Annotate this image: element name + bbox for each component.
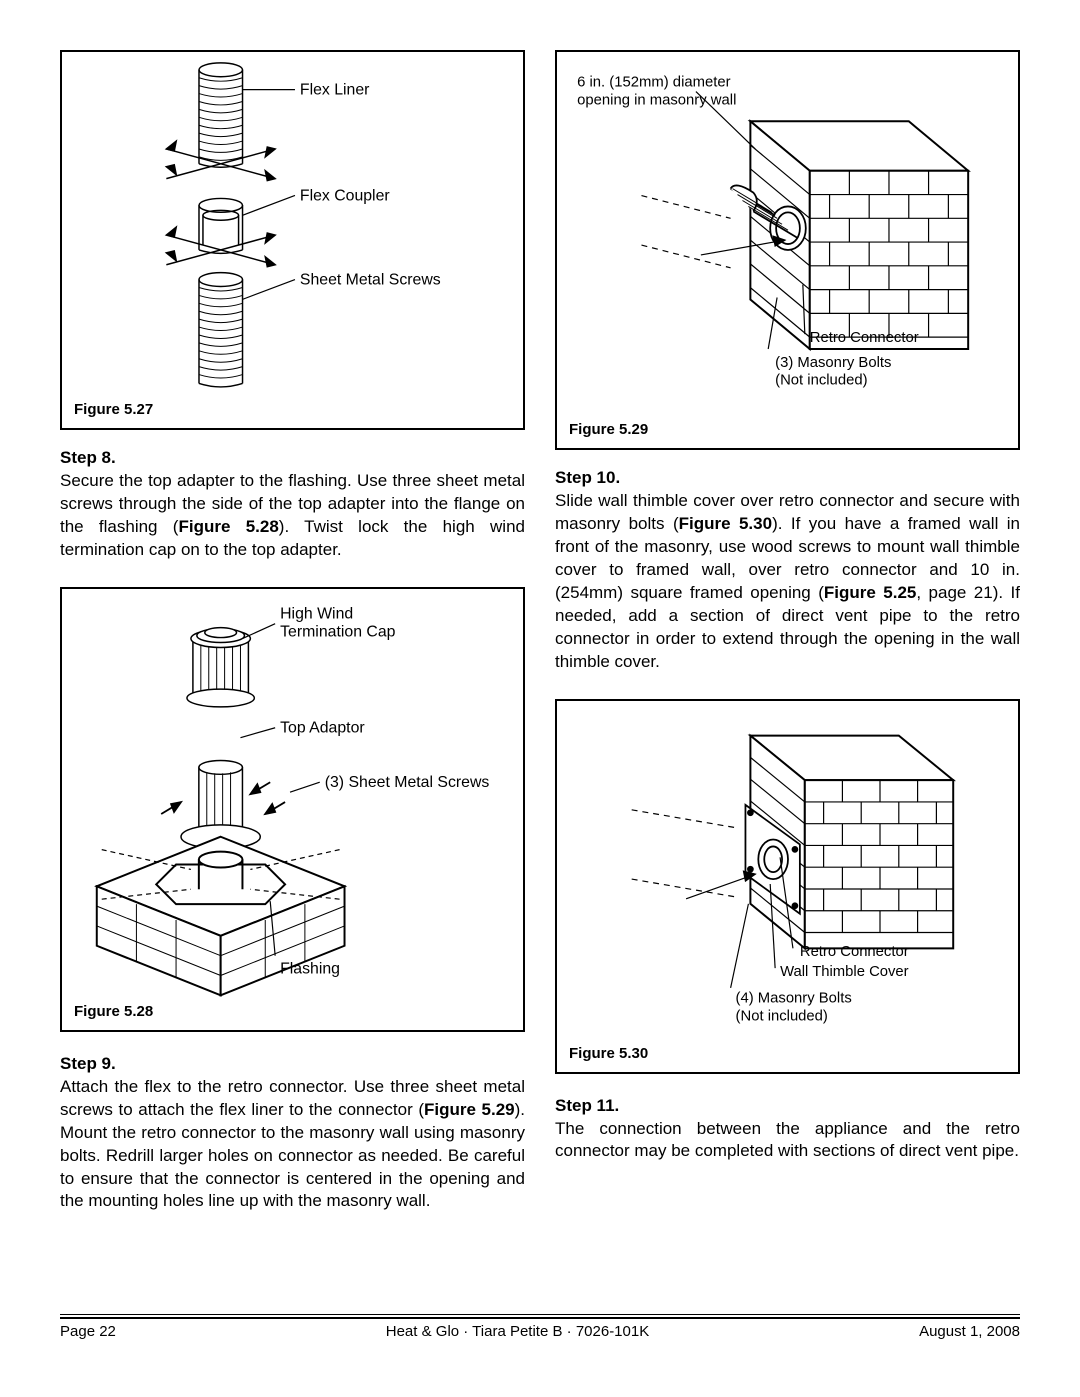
label-bolts-1: (3) Masonry Bolts [775, 355, 891, 371]
figure-5-29: 6 in. (152mm) diameter opening in masonr… [555, 50, 1020, 450]
label-bolts-30b: (Not included) [736, 1008, 828, 1024]
label-cover-30: Wall Thimble Cover [780, 964, 909, 980]
footer-center: Heat & Glo · Tiara Petite B · 7026-101K [386, 1323, 649, 1340]
step-8-title: Step 8. [60, 448, 525, 468]
step-10-title: Step 10. [555, 468, 1020, 488]
left-column: Flex Liner Flex Coupler Sheet Metal Scre… [60, 50, 525, 1213]
label-bolts-30a: (4) Masonry Bolts [736, 990, 852, 1006]
step-10-body: Slide wall thimble cover over retro conn… [555, 490, 1020, 674]
label-retro: Retro Connector [810, 330, 919, 346]
footer-page: Page 22 [60, 1323, 116, 1340]
figure-5-27: Flex Liner Flex Coupler Sheet Metal Scre… [60, 50, 525, 430]
label-flashing: Flashing [280, 960, 340, 977]
page: Flex Liner Flex Coupler Sheet Metal Scre… [60, 50, 1020, 1340]
label-adaptor: Top Adaptor [280, 719, 365, 736]
step-9-body: Attach the flex to the retro connector. … [60, 1076, 525, 1214]
figure-5-28-caption: Figure 5.28 [74, 1003, 153, 1020]
page-footer: Page 22 Heat & Glo · Tiara Petite B · 70… [60, 1314, 1020, 1340]
figure-5-30-caption: Figure 5.30 [569, 1045, 648, 1062]
step-8-body: Secure the top adapter to the flashing. … [60, 470, 525, 562]
figure-5-27-caption: Figure 5.27 [74, 401, 153, 418]
step-11-title: Step 11. [555, 1096, 1020, 1116]
label-retro-30: Retro Connector [800, 944, 909, 960]
figure-5-28: High Wind Termination Cap Top Adaptor (3… [60, 587, 525, 1032]
figure-5-29-caption: Figure 5.29 [569, 421, 648, 438]
label-bolts-2: (Not included) [775, 373, 867, 389]
figure-5-30: Retro Connector Wall Thimble Cover (4) M… [555, 699, 1020, 1074]
label-opening-2: opening in masonry wall [577, 92, 736, 108]
step-11: Step 11. The connection between the appl… [555, 1096, 1020, 1164]
label-screws3: (3) Sheet Metal Screws [325, 774, 490, 791]
label-flex-coupler: Flex Coupler [300, 187, 390, 204]
label-cap-2: Termination Cap [280, 623, 396, 640]
label-sheet-screws: Sheet Metal Screws [300, 272, 441, 289]
right-column: 6 in. (152mm) diameter opening in masonr… [555, 50, 1020, 1163]
step-10: Step 10. Slide wall thimble cover over r… [555, 468, 1020, 674]
step-9: Step 9. Attach the flex to the retro con… [60, 1054, 525, 1214]
label-opening-1: 6 in. (152mm) diameter [577, 75, 730, 91]
label-cap-1: High Wind [280, 605, 353, 622]
footer-date: August 1, 2008 [919, 1323, 1020, 1340]
step-9-title: Step 9. [60, 1054, 525, 1074]
label-flex-liner: Flex Liner [300, 82, 370, 99]
step-11-body: The connection between the appliance and… [555, 1118, 1020, 1164]
step-8: Step 8. Secure the top adapter to the fl… [60, 448, 525, 562]
